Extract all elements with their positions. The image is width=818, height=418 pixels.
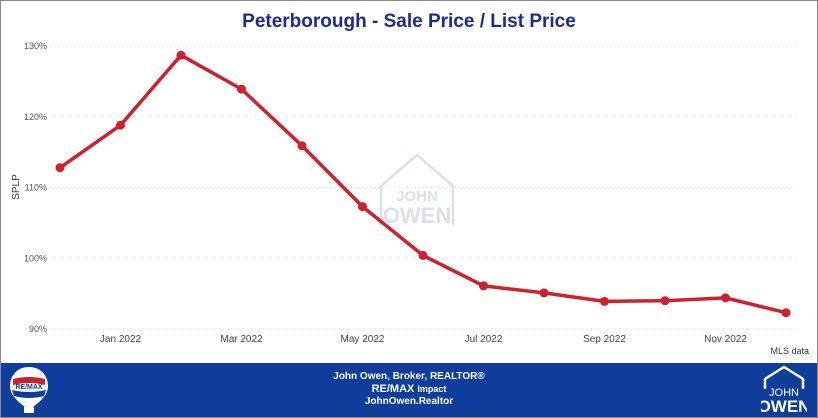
y-tick-label: 130% [24, 41, 47, 51]
remax-balloon-text: RE/MAX [15, 384, 43, 391]
footer-brand: RE/MAX Impact [1, 383, 817, 395]
footer-brand-sub: Impact [417, 384, 447, 394]
data-point[interactable] [176, 50, 186, 60]
john-owen-house-logo: JOHN OWEN [761, 365, 807, 415]
data-point[interactable] [660, 296, 670, 306]
series-layer [55, 50, 791, 318]
footer-broker-name: John Owen, Broker, REALTOR® [333, 371, 485, 382]
x-tick-label: Jul 2022 [465, 334, 503, 345]
chart-title: Peterborough - Sale Price / List Price [242, 11, 576, 32]
data-point[interactable] [600, 296, 609, 306]
data-point[interactable] [539, 288, 549, 298]
watermark-text-line2: OWEN [383, 203, 451, 228]
footer-brand-name: RE/MAX [371, 383, 415, 395]
x-tick-label: May 2022 [341, 334, 385, 345]
line-chart: JOHN OWEN 90% 100% 110% 120% 130% Jan 2022 Ma… [11, 41, 796, 345]
y-axis-ticks: 90% 100% 110% 120% 130% [24, 41, 47, 334]
data-point[interactable] [418, 250, 428, 260]
footer-website: JohnOwen.Realtor [364, 396, 454, 407]
remax-balloon-logo: RE/MAX [10, 367, 48, 413]
x-tick-label: Nov 2022 [704, 334, 747, 345]
watermark-text-line1: JOHN [396, 188, 438, 205]
data-point[interactable] [721, 293, 730, 303]
data-point[interactable] [297, 141, 307, 151]
data-point[interactable] [781, 308, 791, 318]
data-point[interactable] [479, 281, 488, 291]
data-point[interactable] [116, 120, 125, 130]
house-logo-text-line1: JOHN [769, 387, 799, 399]
watermark-logo: JOHN OWEN [379, 153, 455, 228]
watermark-house-outline [379, 153, 455, 225]
x-tick-label: Sep 2022 [583, 334, 626, 345]
y-axis-label: SPLP [11, 174, 22, 200]
data-point[interactable] [358, 202, 367, 212]
x-tick-label: Mar 2022 [220, 334, 263, 345]
source-note: MLS data [770, 346, 809, 356]
y-tick-label: 120% [24, 112, 47, 122]
data-point[interactable] [237, 84, 246, 94]
y-tick-label: 100% [24, 253, 47, 263]
y-tick-label: 90% [29, 324, 47, 334]
x-tick-label: Jan 2022 [100, 334, 142, 345]
x-axis-ticks: Jan 2022 Mar 2022 May 2022 Jul 2022 Sep 2022… [100, 334, 747, 345]
series-line [58, 53, 788, 315]
house-logo-text-line2: OWEN [761, 397, 807, 415]
y-tick-label: 110% [25, 183, 47, 193]
footer-banner: RE/MAX John Owen, Broker, REALTOR® RE/MA… [1, 363, 817, 417]
data-point[interactable] [55, 163, 65, 173]
